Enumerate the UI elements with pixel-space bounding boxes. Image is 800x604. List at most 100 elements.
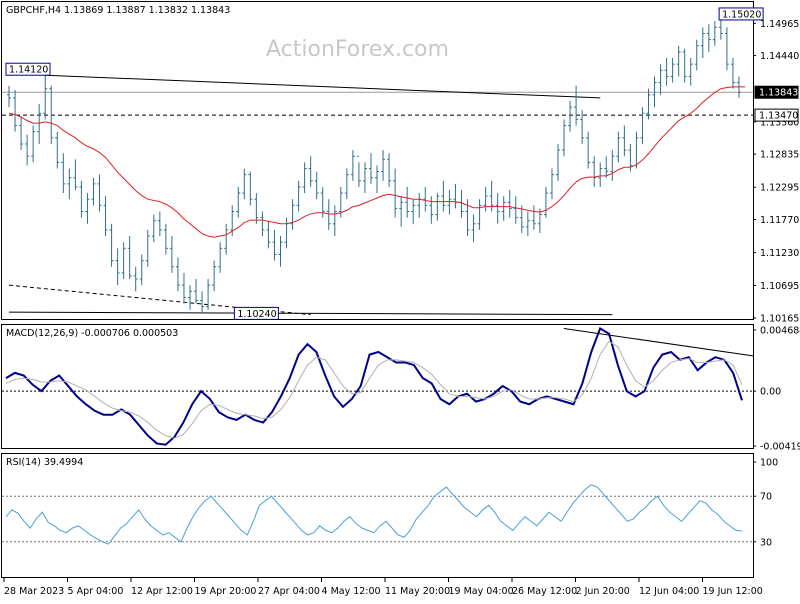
rsi-panel-title: RSI(14) 39.4994: [6, 457, 83, 468]
price-bar: [139, 254, 144, 286]
price-bar: [501, 196, 506, 221]
price-bar: [399, 196, 404, 227]
price-bar: [604, 156, 609, 178]
price-bar: [55, 131, 60, 169]
price-axis: 1.14965 1.14440 1.13360 1.12835 1.12295 1.117…: [753, 19, 799, 325]
price-bar: [441, 180, 446, 212]
price-bar: [471, 214, 476, 243]
price-bar: [326, 199, 331, 230]
price-bar: [224, 223, 229, 255]
macd-panel-frame: [1, 324, 754, 449]
price-tick-label: 1.10165: [760, 314, 799, 325]
price-bar: [218, 242, 223, 273]
price-tick-label: 1.10695: [760, 281, 799, 292]
price-bar: [19, 116, 24, 151]
macd-axis: 0.004684 0.00 -0.004197: [753, 326, 800, 453]
time-tick-label: 28 Mar 2023: [4, 586, 64, 597]
macd-tick-label: 0.00: [760, 387, 781, 398]
price-bar: [622, 125, 627, 157]
rsi-line: [5, 484, 743, 545]
price-bar: [308, 156, 313, 187]
price-bar: [640, 107, 645, 144]
price-bar: [284, 217, 289, 249]
price-bar: [646, 88, 651, 120]
price-bar: [688, 58, 693, 86]
price-bar: [350, 150, 355, 181]
price-bar: [115, 248, 120, 286]
price-bar: [664, 58, 669, 86]
price-tick-label: 1.13360: [760, 117, 799, 128]
macd-main-line: [5, 327, 743, 446]
price-tick-label: 1.12295: [760, 183, 799, 194]
price-bar: [477, 199, 482, 230]
price-annotation: 1.10240: [233, 306, 279, 320]
price-bar: [254, 193, 259, 224]
price-bar: [670, 58, 675, 83]
price-panel-title: GBPCHF,H4 1.13869 1.13887 1.13832 1.1384…: [6, 5, 230, 16]
price-bar: [296, 180, 301, 212]
price-bar: [206, 279, 211, 310]
macd-tick-label: 0.004684: [760, 326, 800, 337]
price-bar: [375, 165, 380, 194]
time-axis: 28 Mar 2023 5 Apr 04:00 12 Apr 12:00 19 Apr…: [3, 578, 763, 597]
annotation-label: 1.15020: [722, 9, 761, 20]
price-bar: [598, 162, 603, 187]
time-tick-label: 19 Apr 20:00: [195, 586, 257, 597]
macd-panel-title: MACD(12,26,9) -0.000706 0.000503: [6, 328, 178, 339]
last-price-label: 1.13843: [759, 88, 798, 99]
price-bar: [332, 205, 337, 237]
price-bar: [7, 85, 12, 108]
price-bar: [79, 180, 84, 218]
price-bar: [592, 156, 597, 187]
price-bar: [586, 131, 591, 169]
price-bar: [194, 279, 199, 304]
price-bar: [85, 193, 90, 224]
support-level-label: 1.13470: [759, 111, 798, 122]
price-bar: [453, 183, 458, 209]
price-bar: [368, 153, 373, 184]
price-bar: [417, 193, 422, 218]
price-bar: [549, 168, 554, 200]
rsi-tick-label: 70: [760, 492, 772, 503]
price-bar: [212, 260, 217, 292]
price-tick-label: 1.11230: [760, 248, 799, 259]
price-bar: [97, 174, 102, 212]
price-bar: [127, 236, 132, 280]
price-bar: [543, 186, 548, 218]
rsi-plot: [2, 484, 753, 545]
macd-signal-line: [5, 340, 743, 439]
price-bar: [694, 39, 699, 71]
price-bar: [344, 168, 349, 200]
time-tick-label: 19 May 04:00: [449, 586, 514, 597]
time-tick-label: 27 Apr 04:00: [258, 586, 320, 597]
price-bar: [447, 190, 452, 215]
price-bar: [169, 236, 174, 273]
support-level-box: [754, 108, 799, 122]
price-bar: [103, 196, 108, 237]
price-bar: [67, 168, 72, 200]
rsi-tick-label: 100: [760, 458, 778, 469]
price-bar: [423, 186, 428, 212]
price-bar: [151, 214, 156, 243]
price-bar: [387, 153, 392, 187]
price-bar: [260, 211, 265, 237]
trendline-2: [9, 311, 613, 316]
price-bar: [718, 19, 723, 40]
price-bar: [43, 75, 48, 120]
annotation-box: [233, 306, 279, 320]
price-bar: [73, 159, 78, 191]
price-bar: [519, 205, 524, 233]
price-bar: [314, 171, 319, 200]
price-bar: [568, 100, 573, 132]
price-bar: [411, 199, 416, 224]
annotation-box: [5, 62, 51, 76]
price-tick-label: 1.14440: [760, 51, 799, 62]
price-bar: [37, 104, 42, 144]
price-bar: [525, 211, 530, 237]
price-bar: [610, 150, 615, 181]
price-bar: [13, 89, 18, 132]
price-annotation: 1.15020: [718, 7, 764, 21]
time-tick-label: 11 May 20:00: [385, 586, 450, 597]
